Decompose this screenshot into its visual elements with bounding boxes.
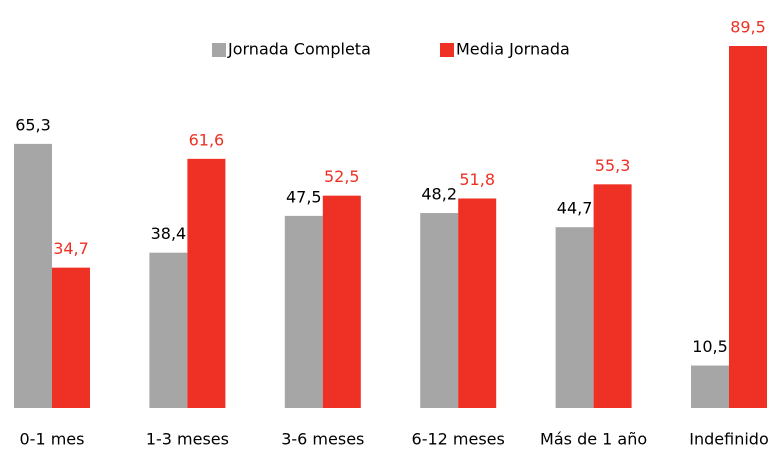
bar [187, 158, 226, 408]
bar [458, 198, 497, 408]
data-label: 10,5 [692, 337, 728, 356]
data-label: 52,5 [324, 167, 360, 186]
bar [149, 252, 188, 408]
bar [593, 184, 632, 408]
data-label: 89,5 [730, 18, 766, 37]
data-label: 34,7 [53, 239, 89, 258]
bar [52, 267, 90, 408]
data-label: 44,7 [557, 199, 593, 218]
x-tick-label: 6-12 meses [412, 430, 505, 449]
legend-label: Jornada Completa [227, 40, 371, 59]
data-label: 47,5 [286, 187, 322, 206]
x-tick-label: Más de 1 año [540, 430, 647, 449]
bar [691, 365, 729, 408]
bar [284, 215, 323, 408]
legend-swatch [440, 43, 454, 57]
bar [420, 213, 459, 408]
x-tick-label: 0-1 mes [20, 430, 85, 449]
data-label: 38,4 [151, 224, 187, 243]
data-label: 51,8 [459, 170, 495, 189]
data-label: 65,3 [15, 115, 51, 134]
data-label: 48,2 [421, 185, 457, 204]
data-label: 55,3 [595, 156, 631, 175]
legend-label: Media Jornada [456, 40, 570, 59]
bar [555, 227, 594, 408]
x-tick-label: 1-3 meses [146, 430, 229, 449]
x-tick-label: 3-6 meses [281, 430, 364, 449]
legend-swatch [212, 43, 226, 57]
bar [729, 46, 767, 408]
bar [322, 195, 361, 408]
x-tick-label: Indefinido [689, 430, 768, 449]
data-label: 61,6 [189, 130, 225, 149]
bar [14, 143, 52, 408]
